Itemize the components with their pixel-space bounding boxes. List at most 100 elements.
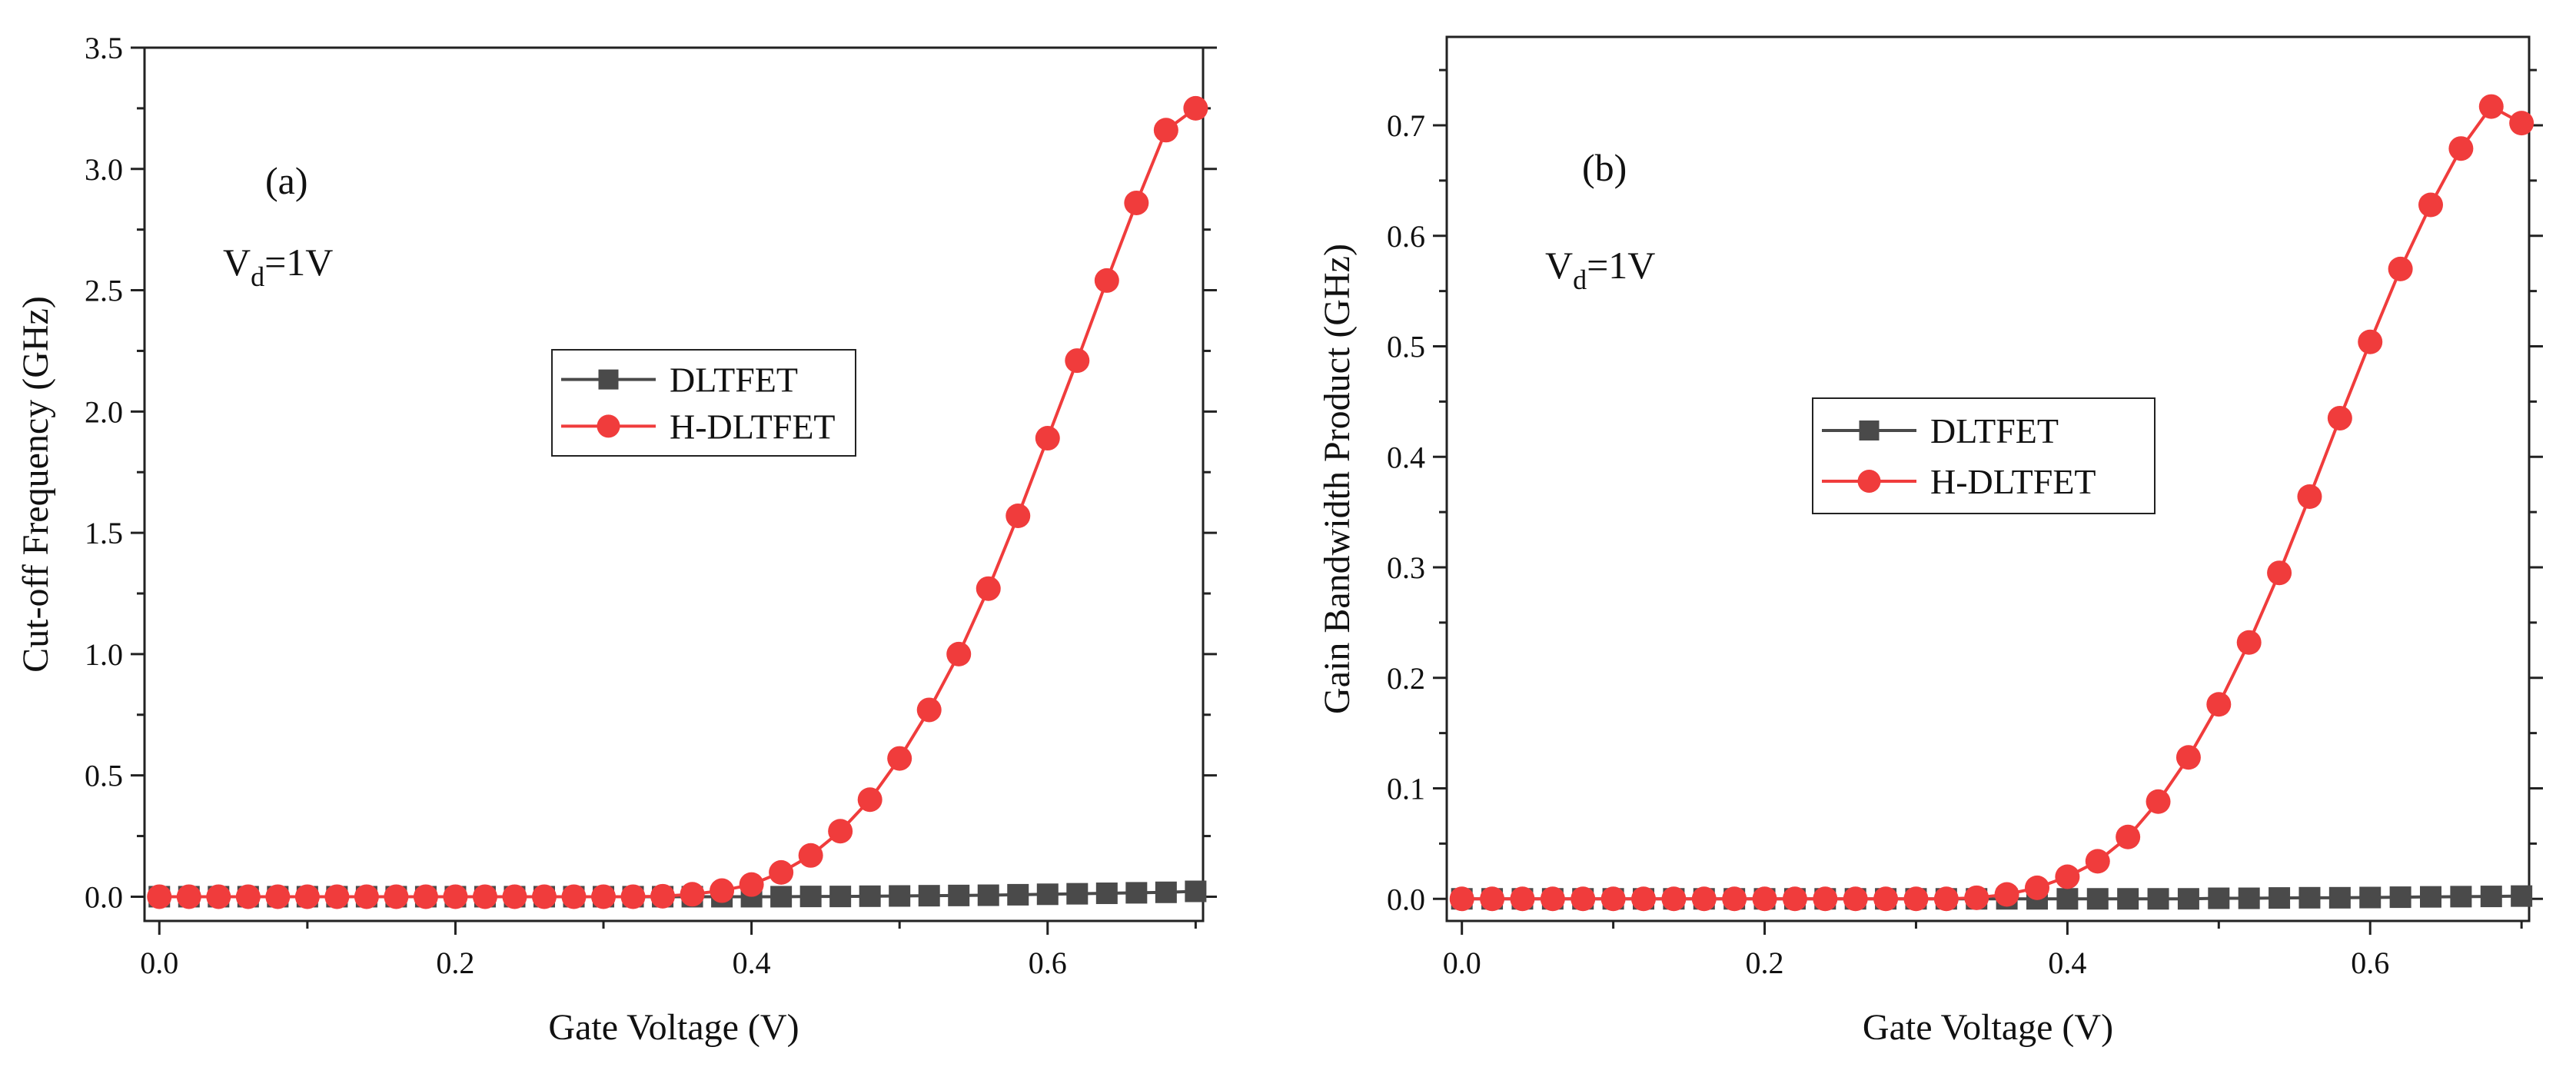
series-h-dltfet [147,95,1208,909]
data-point-circle [1005,504,1031,529]
x-tick-label: 0.2 [1746,946,1784,980]
data-point-circle [2025,875,2049,900]
data-point-square [1155,881,1177,903]
series-h-dltfet [1449,94,2534,912]
data-point-circle [680,882,705,907]
legend-square-icon [598,369,619,390]
data-point-square [2298,886,2321,909]
data-point-circle [2085,849,2110,874]
data-point-circle [1933,886,1959,912]
data-point-circle [1035,426,1060,451]
x-tick-label: 0.0 [1443,946,1481,980]
x-tick-label: 0.2 [436,946,474,980]
data-point-square [2328,886,2351,909]
data-point-circle [2448,136,2474,161]
plot-frame [1445,35,2531,922]
x-tick-label: 0.4 [2048,946,2086,980]
data-point-square [2238,887,2260,909]
data-point-circle [887,746,912,771]
data-point-circle [1873,886,1899,912]
y-tick-label: 0.7 [1387,108,1425,143]
y-tick-label: 3.0 [85,152,123,187]
data-point-circle [413,884,438,909]
data-point-circle [769,859,794,885]
data-point-circle [294,884,320,909]
data-point-circle [2358,329,2383,354]
data-point-circle [710,878,735,903]
data-point-circle [265,884,291,909]
data-point-circle [1510,886,1535,912]
condition-rest: =1V [264,241,333,284]
data-point-circle [1631,886,1656,912]
data-point-circle [2327,405,2352,430]
data-point-circle [1691,886,1717,912]
y-tick-label: 1.5 [85,516,123,550]
x-tick-label: 0.6 [2351,946,2389,980]
data-point-circle [2206,692,2232,717]
chart-panel-b: 0.0 0.2 0.4 0.6 0.0 0.1 0.2 0.3 0.4 0.5 0.6 0.7 Gate… [1317,35,2543,1048]
data-point-square [1007,883,1029,906]
data-point-circle [324,884,350,909]
data-point-circle [1964,885,1989,910]
data-point-square [2359,886,2382,909]
data-point-circle [1540,886,1565,912]
data-point-circle [1722,886,1747,912]
data-point-square [2420,886,2441,908]
data-point-square [2511,885,2533,907]
data-point-circle [946,641,972,666]
data-point-circle [1480,886,1505,912]
data-point-square [1095,883,1118,905]
data-point-circle [1571,886,1596,912]
data-point-circle [2116,824,2141,849]
legend-box [551,349,856,457]
legend-circle-icon [597,414,620,438]
x-tick-label: 0.0 [140,946,178,980]
legend-square-icon [1859,420,1880,440]
y-tick-label: 0.5 [1387,330,1425,364]
data-point-square [977,884,999,906]
data-point-circle [1449,886,1474,912]
condition-subscript: d [251,261,264,292]
data-point-circle [2055,864,2080,889]
data-point-circle [650,883,676,909]
data-point-square [829,886,852,908]
data-point-circle [739,872,764,897]
y-tick-label: 1.0 [85,637,123,672]
legend-circle-icon [1857,470,1881,493]
data-point-circle [2236,630,2262,655]
data-point-circle [1600,886,1626,912]
data-point-square [2269,887,2291,909]
data-point-circle [1843,886,1868,912]
y-tick-label: 0.4 [1387,440,1425,474]
data-point-square [859,885,881,907]
condition-main: V [1545,244,1573,287]
data-point-circle [2175,745,2201,770]
data-point-circle [502,884,527,909]
data-point-circle [443,884,468,909]
panel-label: (a) [265,159,308,202]
y-tick-label: 2.5 [85,274,123,308]
panel-label: (b) [1582,146,1627,189]
chart-panel-a: 0.0 0.2 0.4 0.6 0.0 0.5 1.0 1.5 2.0 2.5 3.0 3.5 Gate… [15,31,1217,1048]
data-point-circle [976,576,1001,601]
data-point-square [889,885,911,907]
condition-rest: =1V [1587,244,1655,287]
condition-label: Vd=1V [1545,244,1655,295]
y-tick-label: 0.2 [1387,661,1425,696]
data-point-square [2450,886,2472,908]
legend-label-h-dltfet: H-DLTFET [670,407,836,446]
data-point-circle [828,819,853,844]
data-point-square [1185,880,1207,902]
legend-label-h-dltfet: H-DLTFET [1930,462,2096,501]
data-point-circle [857,787,882,813]
data-point-circle [531,884,557,909]
data-point-circle [561,884,587,909]
data-point-square [2480,886,2502,908]
data-point-circle [2146,789,2171,814]
data-point-circle [1183,95,1208,121]
data-point-square [770,886,793,908]
legend: DLTFET H-DLTFET [1812,397,2156,514]
y-axis-title: Gain Bandwidth Product (GHz) [1317,244,1358,714]
